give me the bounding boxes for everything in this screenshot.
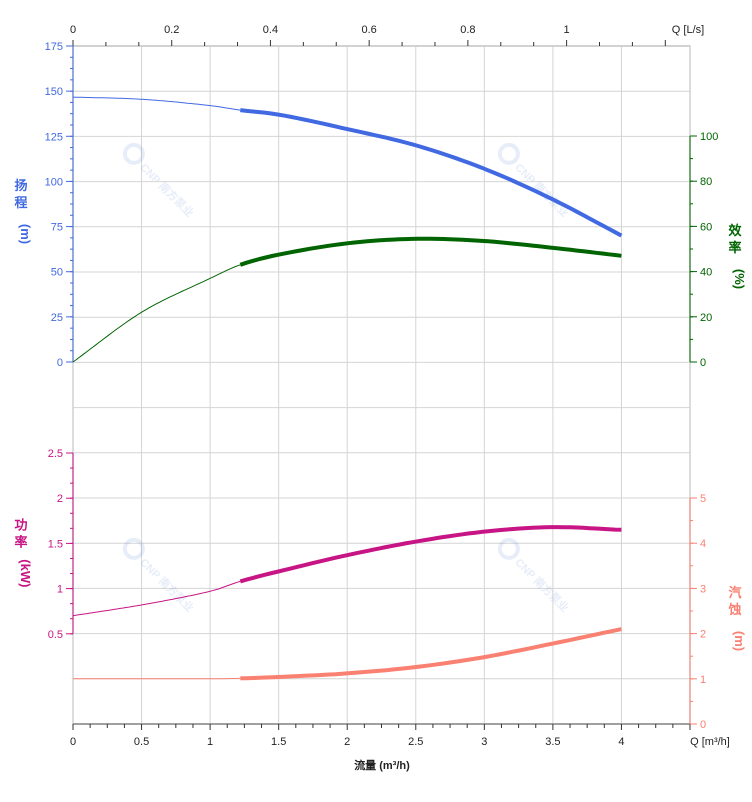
x-tick-label-top: 1 — [564, 24, 570, 36]
head-curve-thin — [72, 96, 241, 111]
head-tick-label: 25 — [51, 312, 63, 324]
head-axis-title: 扬 — [14, 178, 27, 193]
efficiency-axis-title: 率 — [728, 240, 741, 255]
power-tick-label: 2.5 — [48, 448, 63, 460]
watermark-logo: CNP 南方泵业 — [122, 142, 197, 220]
npsh-tick-label: 0 — [700, 719, 706, 731]
efficiency-tick-label: 100 — [700, 131, 718, 143]
npsh-tick-label: 4 — [700, 538, 706, 550]
head-tick-label: 0 — [57, 357, 63, 369]
head-tick-label: 100 — [45, 176, 63, 188]
x-tick-label-top: 0 — [70, 24, 76, 36]
x-tick-label-top: 0.8 — [460, 24, 475, 36]
efficiency-tick-label: 20 — [700, 312, 712, 324]
efficiency-curve-thin — [72, 264, 241, 363]
x-tick-label-top: 0.6 — [362, 24, 377, 36]
x-tick-label-bottom: 3 — [481, 736, 487, 748]
npsh-axis-title: 蚀 — [727, 602, 741, 617]
power-axis-unit: (kW) — [18, 559, 33, 587]
power-tick-label: 0.5 — [48, 629, 63, 641]
head-tick-label: 150 — [45, 86, 63, 98]
x-unit-label-bottom: Q [m³/h] — [690, 736, 730, 748]
watermark-text: CNP 南方泵业 — [512, 555, 571, 614]
efficiency-curve-operating — [239, 236, 622, 267]
head-tick-label: 175 — [45, 41, 63, 53]
npsh-axis-title: 汽 — [728, 585, 741, 600]
npsh-tick-label: 2 — [700, 629, 706, 641]
efficiency-tick-label: 60 — [700, 221, 712, 233]
head-curve-operating — [240, 108, 623, 238]
watermark-logo-icon — [122, 142, 145, 165]
npsh-curve-thin — [73, 677, 241, 680]
power-axis-title: 功 — [14, 517, 27, 532]
head-axis-title: 程 — [14, 195, 27, 210]
head-axis-unit: (m) — [18, 224, 33, 244]
watermark-logo-icon — [497, 142, 520, 165]
power-curve-thin — [72, 580, 241, 617]
watermark-logo: CNP 南方泵业 — [497, 537, 572, 615]
npsh-tick-label: 3 — [700, 583, 706, 595]
npsh-curve-operating — [240, 627, 622, 681]
watermark-logo-icon — [497, 537, 520, 560]
head-tick-label: 75 — [51, 222, 63, 234]
x-tick-label-bottom: 0.5 — [134, 736, 149, 748]
efficiency-axis-unit: (%) — [732, 269, 747, 289]
power-tick-label: 2 — [57, 493, 63, 505]
x-tick-label-bottom: 2.5 — [408, 736, 423, 748]
x-unit-label-top: Q [L/s] — [672, 24, 704, 36]
npsh-tick-label: 1 — [700, 674, 706, 686]
power-curve-operating — [239, 525, 622, 584]
npsh-tick-label: 5 — [700, 493, 706, 505]
power-axis-title: 率 — [14, 534, 27, 549]
efficiency-axis-title: 效 — [728, 223, 742, 238]
efficiency-tick-label: 40 — [700, 267, 712, 279]
x-tick-label-top: 0.2 — [164, 24, 179, 36]
power-tick-label: 1.5 — [48, 538, 63, 550]
watermark-logo-icon — [122, 537, 145, 560]
efficiency-tick-label: 0 — [700, 357, 706, 369]
power-tick-label: 1 — [57, 584, 63, 596]
x-tick-label-bottom: 3.5 — [545, 736, 560, 748]
x-tick-label-bottom: 4 — [618, 736, 624, 748]
watermark-text: CNP 南方泵业 — [512, 160, 571, 219]
x-tick-label-bottom: 0 — [70, 736, 76, 748]
npsh-axis-unit: (m) — [732, 631, 747, 651]
watermark-text: CNP 南方泵业 — [137, 160, 196, 219]
plot-frame — [72, 45, 691, 725]
watermark-logo: CNP 南方泵业 — [122, 537, 197, 615]
watermark-text: CNP 南方泵业 — [137, 555, 196, 614]
x-tick-label-bottom: 1 — [207, 736, 213, 748]
head-tick-label: 125 — [45, 131, 63, 143]
head-tick-label: 50 — [51, 267, 63, 279]
efficiency-tick-label: 80 — [700, 176, 712, 188]
x-tick-label-bottom: 1.5 — [271, 736, 286, 748]
x-tick-label-top: 0.4 — [263, 24, 278, 36]
x-axis-title: 流量 (m³/h) — [354, 758, 410, 772]
x-tick-label-bottom: 2 — [344, 736, 350, 748]
